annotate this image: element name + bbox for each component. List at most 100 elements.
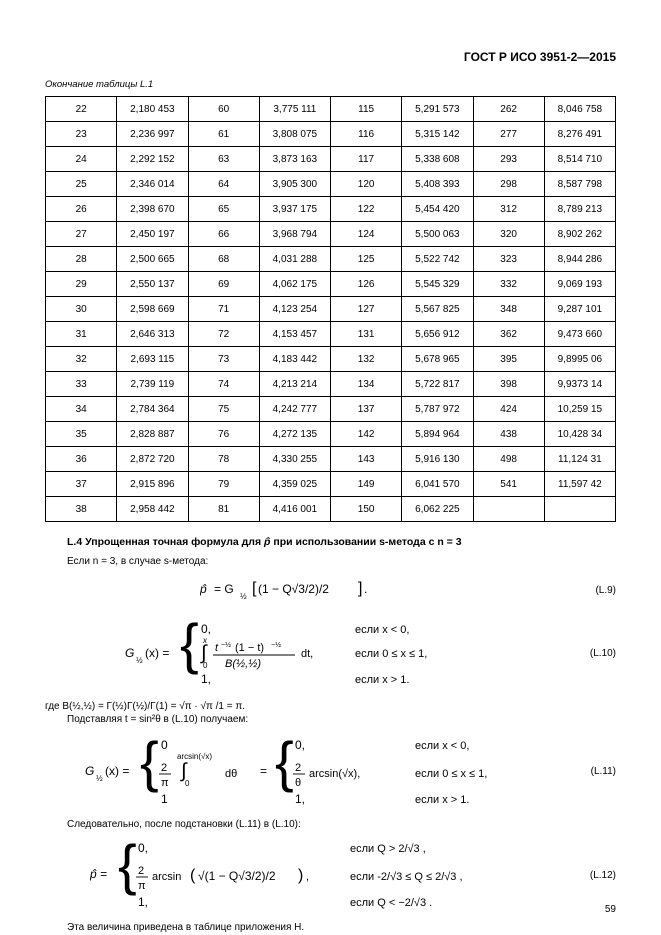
table-row: 302,598 669714,123 2541275,567 8253489,2… (46, 297, 616, 322)
table-row: 332,739 119744,213 2141345,722 8173989,9… (46, 372, 616, 397)
document-header: ГОСТ Р ИСО 3951-2—2015 (45, 50, 616, 64)
table-row: 372,915 896794,359 0251496,041 57054111,… (46, 472, 616, 497)
section-number: L.4 (67, 536, 82, 548)
formula-svg-L12: p̂ = { 0, если Q > 2/√3 , 2 π arcsin ( √… (90, 836, 520, 914)
table-cell: 6,062 225 (402, 497, 473, 522)
svg-text:B(½,½): B(½,½) (225, 658, 261, 670)
svg-text:если 0 ≤ x ≤ 1,: если 0 ≤ x ≤ 1, (415, 768, 487, 780)
table-cell: 4,213 214 (259, 372, 330, 397)
table-cell: 395 (473, 347, 544, 372)
table-cell: 2,598 669 (117, 297, 188, 322)
table-cell: 76 (188, 422, 259, 447)
table-cell: 69 (188, 272, 259, 297)
table-cell: 32 (46, 347, 117, 372)
table-row: 322,693 115734,183 4421325,678 9653959,8… (46, 347, 616, 372)
table-cell: 6,041 570 (402, 472, 473, 497)
table-cell: 332 (473, 272, 544, 297)
svg-text:[: [ (252, 580, 257, 597)
table-cell: 150 (331, 497, 402, 522)
table-cell: 30 (46, 297, 117, 322)
table-cell: 5,522 742 (402, 247, 473, 272)
table-cell: 35 (46, 422, 117, 447)
table-cell: 2,500 665 (117, 247, 188, 272)
table-cell: 2,180 453 (117, 97, 188, 122)
eqnum-L12: (L.12) (564, 870, 616, 881)
table-cell: 5,315 142 (402, 122, 473, 147)
equation-L10: G ½ (x) = { 0, если x < 0, ∫ x 0 t −½ (1… (45, 613, 616, 693)
table-cell: 2,693 115 (117, 347, 188, 372)
table-cell: 5,787 972 (402, 397, 473, 422)
table-cell: 68 (188, 247, 259, 272)
table-cell: 116 (331, 122, 402, 147)
table-row: 312,646 313724,153 4571315,656 9123629,4… (46, 322, 616, 347)
table-cell: 5,291 573 (402, 97, 473, 122)
svg-text:θ: θ (295, 777, 301, 789)
section-title-before: Упрощенная точная формула для (82, 536, 264, 548)
table-cell: 79 (188, 472, 259, 497)
table-cell: 78 (188, 447, 259, 472)
table-cell: 11,597 42 (544, 472, 615, 497)
svg-text:1,: 1, (201, 672, 211, 686)
table-cell: 60 (188, 97, 259, 122)
text-final: Эта величина приведена в таблице приложе… (45, 922, 616, 933)
svg-text:0: 0 (185, 779, 190, 788)
table-cell: 22 (46, 97, 117, 122)
table-cell: 262 (473, 97, 544, 122)
eqnum-L10: (L.10) (564, 648, 616, 659)
table-cell: 26 (46, 197, 117, 222)
table-cell: 2,872 720 (117, 447, 188, 472)
table-cell: 64 (188, 172, 259, 197)
table-cell: 8,514 710 (544, 147, 615, 172)
svg-text:p̂: p̂ (200, 582, 207, 596)
table-cell: 498 (473, 447, 544, 472)
table-cell: 5,894 964 (402, 422, 473, 447)
table-row: 342,784 364754,242 7771375,787 97242410,… (46, 397, 616, 422)
table-cell: 3,775 111 (259, 97, 330, 122)
svg-text:(x) =: (x) = (105, 764, 129, 778)
table-row: 352,828 887764,272 1351425,894 96443810,… (46, 422, 616, 447)
table-cell: 424 (473, 397, 544, 422)
table-cell: 8,789 213 (544, 197, 615, 222)
svg-text:.: . (364, 582, 367, 596)
table-cell: 5,656 912 (402, 322, 473, 347)
text-beta: где B(½,½) = Г(½)Г(½)/Г(1) = √π · √π /1 … (45, 701, 616, 712)
svg-text:−½: −½ (221, 641, 231, 649)
svg-text:π: π (138, 880, 146, 892)
table-cell: 4,062 175 (259, 272, 330, 297)
table-cell: 348 (473, 297, 544, 322)
table-cell: 5,916 130 (402, 447, 473, 472)
table-cell: 63 (188, 147, 259, 172)
table-cell: 362 (473, 322, 544, 347)
table-cell: 2,450 197 (117, 222, 188, 247)
svg-text:): ) (298, 867, 303, 884)
svg-text:если Q < −2/√3 .: если Q < −2/√3 . (350, 897, 432, 909)
table-cell: 61 (188, 122, 259, 147)
table-cell: 2,292 152 (117, 147, 188, 172)
svg-text:2: 2 (295, 762, 301, 774)
svg-text:(: ( (190, 867, 196, 884)
svg-text:(x) =: (x) = (145, 646, 169, 660)
table-cell: 2,646 313 (117, 322, 188, 347)
table-cell: 117 (331, 147, 402, 172)
svg-text:G: G (125, 646, 134, 660)
formula-svg-L10: G ½ (x) = { 0, если x < 0, ∫ x 0 t −½ (1… (125, 613, 485, 693)
table-caption: Окончание таблицы L.1 (45, 79, 616, 90)
table-cell: 293 (473, 147, 544, 172)
table-cell: 541 (473, 472, 544, 497)
table-cell: 10,428 34 (544, 422, 615, 447)
table-cell: 36 (46, 447, 117, 472)
table-cell: 125 (331, 247, 402, 272)
table-cell: 5,500 063 (402, 222, 473, 247)
svg-text:(1 − t): (1 − t) (235, 642, 264, 654)
table-cell: 65 (188, 197, 259, 222)
svg-text:= G: = G (214, 582, 234, 596)
svg-text:=: = (260, 764, 267, 778)
svg-text:1: 1 (161, 792, 168, 806)
table-cell: 115 (331, 97, 402, 122)
svg-text:arcsin: arcsin (152, 871, 181, 883)
svg-text:½: ½ (240, 592, 247, 601)
table-cell: 277 (473, 122, 544, 147)
table-cell: 127 (331, 297, 402, 322)
table-cell: 29 (46, 272, 117, 297)
table-cell: 9,9373 14 (544, 372, 615, 397)
